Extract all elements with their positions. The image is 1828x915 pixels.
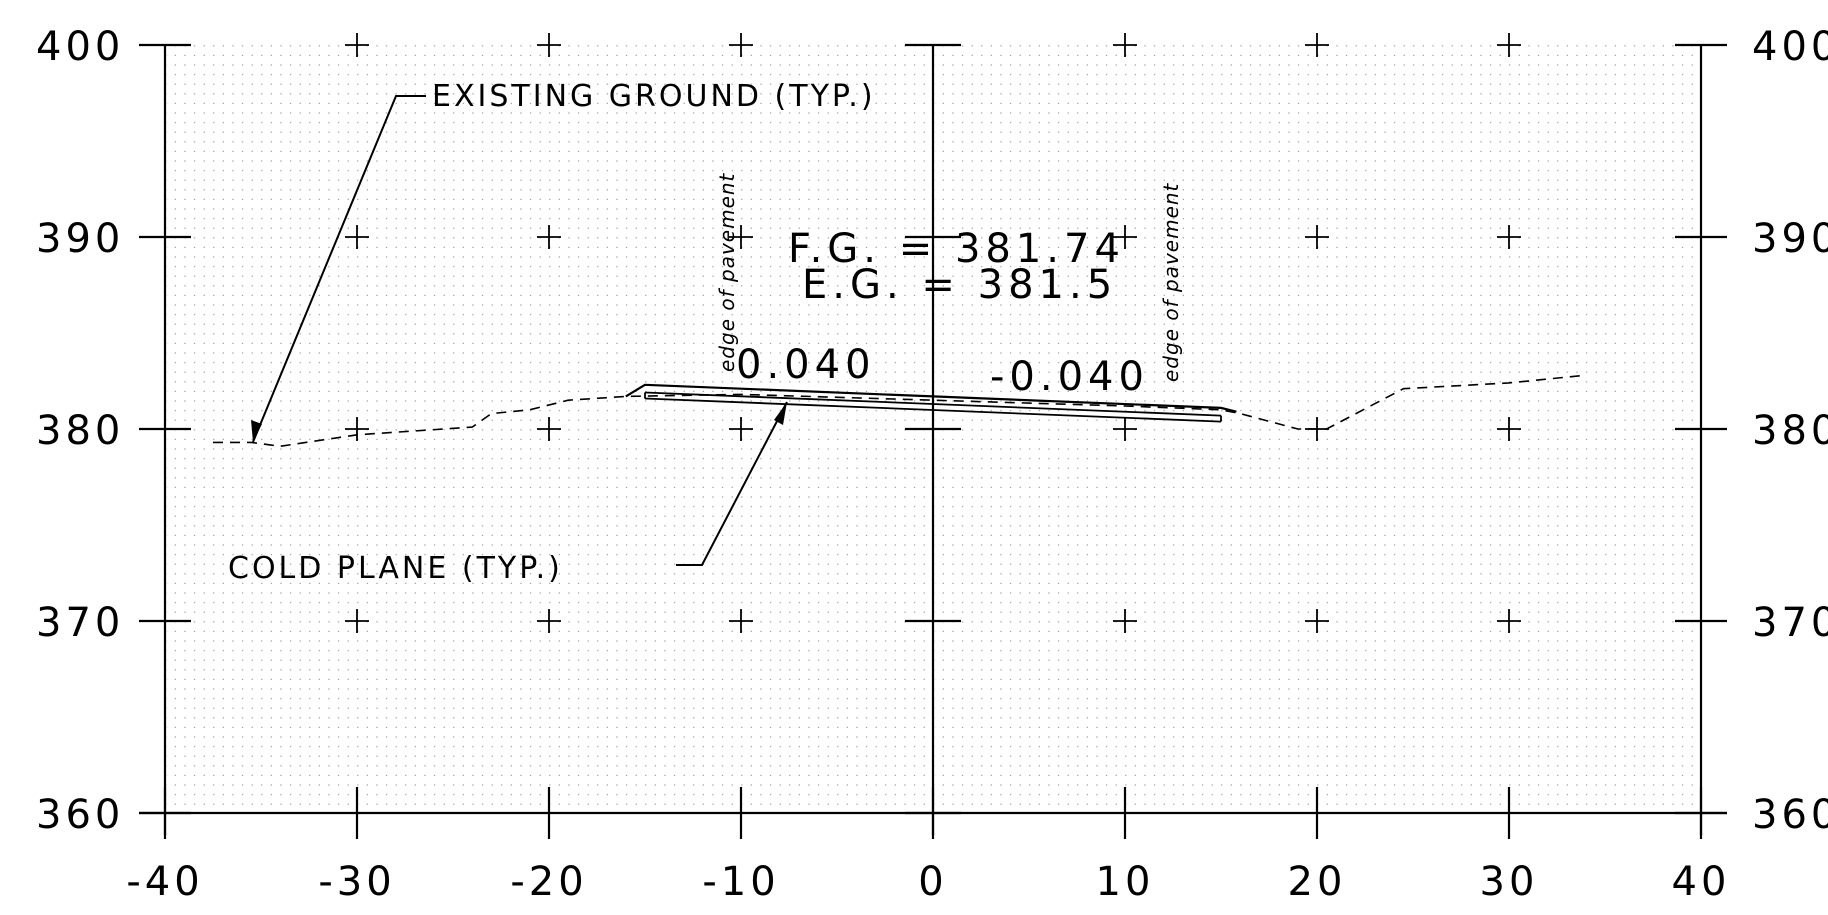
slope-right-label: -0.040	[990, 354, 1149, 400]
y-tick-label-right: 390	[1752, 216, 1828, 262]
grid-cross	[345, 33, 369, 57]
grid-cross	[345, 609, 369, 633]
grid-cross	[1113, 417, 1137, 441]
x-tick-label: -30	[318, 859, 395, 905]
grid-cross	[1497, 609, 1521, 633]
cold-plane-bottom	[644, 397, 1222, 423]
cold-plane-leader	[676, 401, 788, 566]
slope-left-label: 0.040	[736, 342, 876, 388]
y-tick-label-right: 400	[1752, 24, 1828, 70]
axis-frame	[139, 33, 1727, 839]
y-tick-label-left: 400	[36, 24, 124, 70]
grid-cross	[537, 225, 561, 249]
x-tick-label: 10	[1096, 859, 1155, 905]
cold-plane-top	[644, 391, 1222, 417]
y-tick-label-left: 360	[36, 792, 124, 838]
grid-cross	[1113, 33, 1137, 57]
existing-ground-leader	[252, 95, 426, 443]
y-tick-label-left: 390	[36, 216, 124, 262]
grid-cross	[1497, 225, 1521, 249]
y-tick-label-left: 380	[36, 408, 124, 454]
grid-cross	[1497, 33, 1521, 57]
cold-plane-label: COLD PLANE (TYP.)	[228, 551, 563, 586]
x-tick-labels: -40 -30 -20 -10 0 10 20 30 40	[126, 859, 1731, 905]
x-tick-label: 30	[1480, 859, 1539, 905]
x-tick-label: 20	[1288, 859, 1347, 905]
grid-cross	[729, 417, 753, 441]
pavement-top-line	[625, 383, 1237, 413]
grid-cross	[537, 33, 561, 57]
grid-cross	[729, 33, 753, 57]
grid-cross	[1497, 417, 1521, 441]
x-tick-label: 40	[1672, 859, 1731, 905]
x-tick-label: -20	[510, 859, 587, 905]
fg-label: F.G. = 381.74	[788, 226, 1125, 272]
x-tick-label: -10	[702, 859, 779, 905]
eg-label: E.G. = 381.5	[802, 262, 1117, 308]
edge-of-pavement-right: edge of pavement	[1159, 182, 1183, 382]
x-tick-label: 0	[918, 859, 947, 905]
grid-cross	[537, 609, 561, 633]
edge-of-pavement-left: edge of pavement	[715, 172, 739, 372]
grid-cross	[345, 417, 369, 441]
y-tick-labels: 360 360 370 370 380 380 390 390 400 400	[36, 24, 1828, 838]
grid-cross	[729, 609, 753, 633]
grid-cross	[729, 225, 753, 249]
grid-cross	[1305, 609, 1329, 633]
y-tick-label-left: 370	[36, 600, 124, 646]
grid-cross	[537, 417, 561, 441]
y-tick-label-right: 360	[1752, 792, 1828, 838]
grid-cross	[1113, 609, 1137, 633]
grid-cross	[1305, 225, 1329, 249]
grid-cross	[1305, 33, 1329, 57]
grid-cross	[1113, 225, 1137, 249]
grid-cross	[345, 225, 369, 249]
existing-ground-line	[213, 374, 1586, 448]
existing-ground-arrowhead	[251, 420, 262, 442]
profiles	[213, 374, 1586, 448]
existing-ground-label: EXISTING GROUND (TYP.)	[432, 79, 876, 114]
cold-plane-arrowhead	[774, 402, 787, 425]
x-tick-label: -40	[126, 859, 203, 905]
y-tick-label-right: 380	[1752, 408, 1828, 454]
y-tick-label-right: 370	[1752, 600, 1828, 646]
